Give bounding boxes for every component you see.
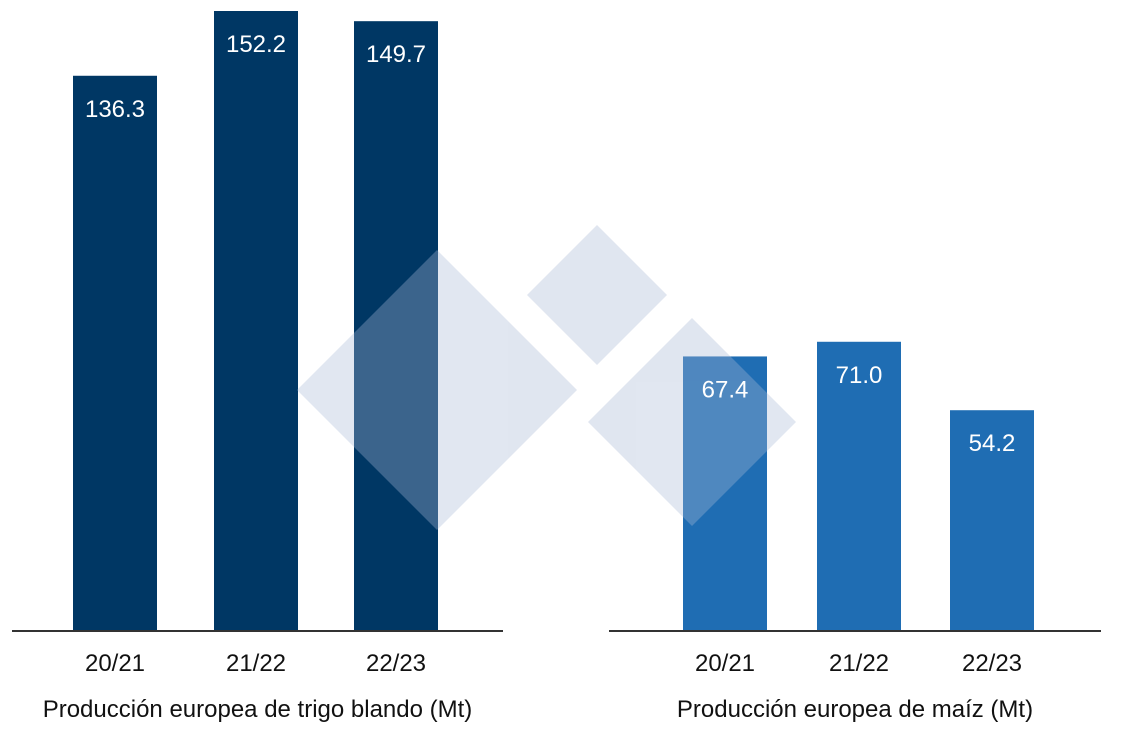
x-tick-label: 21/22 [226,650,286,677]
chart-title: Producción europea de trigo blando (Mt) [43,696,473,723]
bar [73,75,157,632]
watermark-diamond [527,225,667,365]
bar [683,356,767,631]
plot-area [73,11,1034,632]
bar [214,11,298,631]
data-label: 136.3 [85,96,145,123]
watermark-diamond [588,318,796,526]
data-label: 152.2 [226,31,286,58]
x-tick-label: 20/21 [85,650,145,677]
data-label: 67.4 [702,376,749,403]
bar [817,341,901,631]
bar [950,410,1034,631]
labels: 136.3 20/21 152.2 21/22 149.7 22/23 Producción… [12,31,1101,723]
watermark-diamond [297,250,577,530]
x-tick-label: 20/21 [695,650,755,677]
x-tick-label: 22/23 [366,650,426,677]
bar [354,21,438,632]
x-tick-label: 21/22 [829,650,889,677]
chart-title: Producción europea de maíz (Mt) [677,696,1033,723]
data-label: 149.7 [366,41,426,68]
data-label: 71.0 [836,362,883,389]
data-label: 54.2 [969,430,1016,457]
x-tick-label: 22/23 [962,650,1022,677]
watermark [297,225,796,530]
